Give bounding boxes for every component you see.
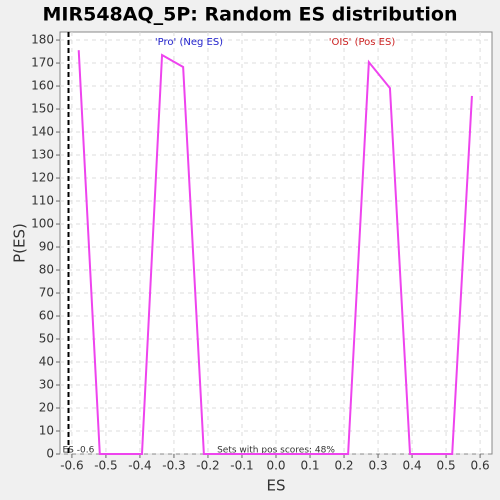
y-tick-label: 70 (39, 286, 54, 300)
x-tick-label: -0.3 (162, 459, 185, 473)
x-axis-label: ES (267, 477, 286, 495)
observed-es-label: ES -0.6 (63, 446, 95, 456)
y-tick-label: 90 (39, 240, 54, 254)
y-tick-label: 130 (31, 148, 54, 162)
y-tick-label: 160 (31, 79, 54, 93)
y-tick-label: 80 (39, 263, 54, 277)
annotation: Sets with pos scores: 48% (217, 446, 335, 456)
y-tick-label: 50 (39, 332, 54, 346)
y-axis-label: P(ES) (11, 223, 29, 263)
y-tick-label: 170 (31, 56, 54, 70)
annotation: 'OIS' (Pos ES) (329, 37, 396, 48)
y-tick-label: 180 (31, 33, 54, 47)
x-tick-label: 0.5 (437, 459, 456, 473)
x-tick-label: -0.5 (94, 459, 117, 473)
y-tick-label: 0 (46, 447, 54, 461)
y-tick-label: 110 (31, 194, 54, 208)
x-tick-label: 0.1 (300, 459, 319, 473)
y-tick-label: 120 (31, 171, 54, 185)
x-tick-label: -0.4 (128, 459, 151, 473)
x-tick-label: 0.3 (369, 459, 388, 473)
y-tick-label: 30 (39, 378, 54, 392)
y-tick-label: 60 (39, 309, 54, 323)
x-tick-label: 0.6 (471, 459, 490, 473)
series-line (77, 50, 473, 455)
x-tick-label: 0.4 (403, 459, 422, 473)
y-tick-label: 40 (39, 355, 54, 369)
y-tick-label: 140 (31, 125, 54, 139)
x-tick-label: -0.2 (196, 459, 219, 473)
chart-title: MIR548AQ_5P: Random ES distribution (43, 4, 458, 26)
x-tick-label: 0.2 (334, 459, 353, 473)
annotation: 'Pro' (Neg ES) (155, 37, 223, 48)
x-tick-label: -0.6 (60, 459, 83, 473)
x-tick-label: 0.0 (266, 459, 285, 473)
y-tick-label: 10 (39, 424, 54, 438)
x-tick-label: -0.1 (230, 459, 253, 473)
y-tick-label: 150 (31, 102, 54, 116)
y-tick-label: 20 (39, 401, 54, 415)
y-tick-label: 100 (31, 217, 54, 231)
